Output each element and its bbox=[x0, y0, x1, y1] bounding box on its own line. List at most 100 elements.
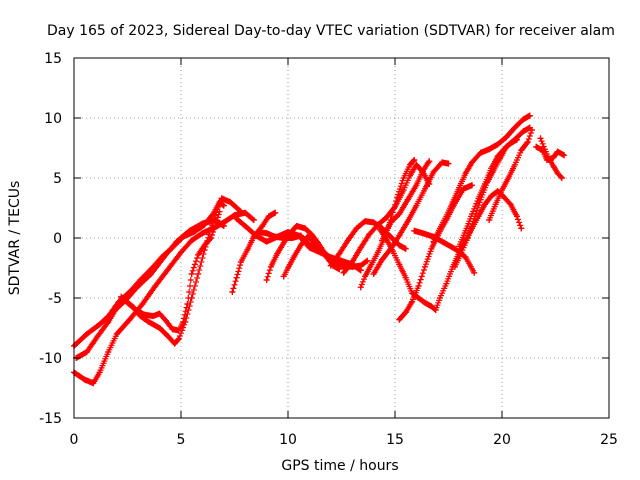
data-point bbox=[436, 295, 443, 301]
data-point bbox=[402, 309, 409, 316]
data-point bbox=[195, 251, 202, 258]
data-point bbox=[404, 218, 411, 225]
data-point bbox=[421, 185, 428, 192]
data-point bbox=[250, 217, 257, 223]
data-point bbox=[184, 301, 191, 307]
data-point bbox=[297, 242, 304, 249]
data-point bbox=[488, 193, 495, 199]
data-point bbox=[481, 181, 488, 187]
data-point bbox=[349, 259, 356, 265]
data-point bbox=[383, 236, 390, 243]
x-tick-label: 15 bbox=[386, 432, 404, 448]
data-series bbox=[71, 112, 568, 387]
data-point bbox=[233, 215, 240, 222]
data-point bbox=[220, 202, 227, 209]
data-point bbox=[274, 250, 281, 257]
data-point bbox=[148, 266, 155, 273]
data-point bbox=[471, 269, 478, 276]
data-point bbox=[201, 221, 208, 228]
y-tick-label: 15 bbox=[44, 51, 62, 67]
data-point bbox=[406, 161, 413, 168]
data-point bbox=[432, 307, 439, 313]
data-point bbox=[105, 319, 112, 325]
data-point bbox=[156, 325, 163, 331]
data-point bbox=[481, 201, 488, 208]
data-point bbox=[383, 214, 390, 221]
data-point bbox=[379, 256, 386, 263]
data-point bbox=[469, 159, 476, 166]
data-point bbox=[402, 274, 409, 281]
x-tick-label: 10 bbox=[279, 432, 297, 448]
data-point bbox=[413, 202, 420, 209]
data-point bbox=[430, 238, 437, 245]
data-point bbox=[169, 244, 176, 251]
data-point bbox=[216, 199, 223, 205]
data-point bbox=[212, 223, 219, 229]
data-point bbox=[513, 213, 520, 220]
data-point bbox=[229, 289, 236, 295]
data-point bbox=[441, 239, 448, 246]
data-point bbox=[524, 139, 531, 145]
data-point bbox=[439, 159, 446, 166]
data-point bbox=[411, 157, 418, 163]
data-point bbox=[242, 209, 249, 216]
data-point bbox=[357, 244, 364, 251]
data-point bbox=[124, 299, 131, 306]
data-point bbox=[449, 199, 456, 205]
data-point bbox=[486, 146, 493, 153]
data-point bbox=[137, 277, 144, 283]
data-point bbox=[415, 295, 422, 301]
data-point bbox=[451, 263, 458, 270]
data-point bbox=[533, 143, 540, 150]
data-point bbox=[462, 170, 469, 177]
data-point bbox=[231, 212, 238, 219]
series-arc-22 bbox=[486, 127, 535, 223]
data-point bbox=[400, 175, 407, 181]
data-point bbox=[252, 232, 259, 239]
series-arc-5 bbox=[118, 208, 223, 334]
data-point bbox=[94, 333, 101, 340]
data-point bbox=[272, 209, 279, 216]
data-point bbox=[304, 233, 311, 240]
data-point bbox=[513, 136, 520, 143]
data-point bbox=[126, 316, 133, 323]
data-point bbox=[505, 175, 512, 181]
data-point bbox=[460, 185, 467, 192]
data-point bbox=[419, 230, 426, 237]
data-point bbox=[528, 127, 535, 133]
x-tick-label: 25 bbox=[600, 432, 618, 448]
data-point bbox=[210, 211, 217, 217]
data-point bbox=[96, 321, 103, 328]
data-point bbox=[558, 175, 565, 181]
data-point bbox=[201, 242, 208, 249]
series-arc-15 bbox=[379, 158, 433, 244]
series-arc-21 bbox=[456, 136, 520, 250]
series-arc-24 bbox=[533, 143, 568, 163]
data-point bbox=[242, 223, 249, 229]
data-point bbox=[220, 219, 227, 226]
data-point bbox=[81, 376, 88, 383]
data-point bbox=[421, 263, 428, 270]
data-point bbox=[302, 225, 309, 232]
data-point bbox=[265, 213, 272, 220]
data-point bbox=[428, 303, 435, 310]
data-point bbox=[413, 182, 420, 189]
data-point bbox=[118, 293, 125, 300]
series-arc-12 bbox=[340, 161, 433, 276]
y-tick-label: -15 bbox=[39, 411, 62, 427]
data-point bbox=[387, 233, 394, 240]
data-point bbox=[145, 319, 152, 325]
data-point bbox=[141, 311, 148, 318]
x-tick-label: 5 bbox=[177, 432, 186, 448]
data-point bbox=[357, 284, 364, 291]
data-point bbox=[511, 161, 518, 168]
data-point bbox=[499, 187, 505, 193]
data-point bbox=[526, 112, 533, 119]
data-point bbox=[175, 327, 182, 334]
data-point bbox=[477, 149, 484, 156]
data-point bbox=[374, 221, 381, 228]
data-point bbox=[188, 237, 195, 244]
data-point bbox=[511, 124, 518, 131]
data-point bbox=[83, 331, 90, 337]
data-point bbox=[366, 231, 373, 238]
